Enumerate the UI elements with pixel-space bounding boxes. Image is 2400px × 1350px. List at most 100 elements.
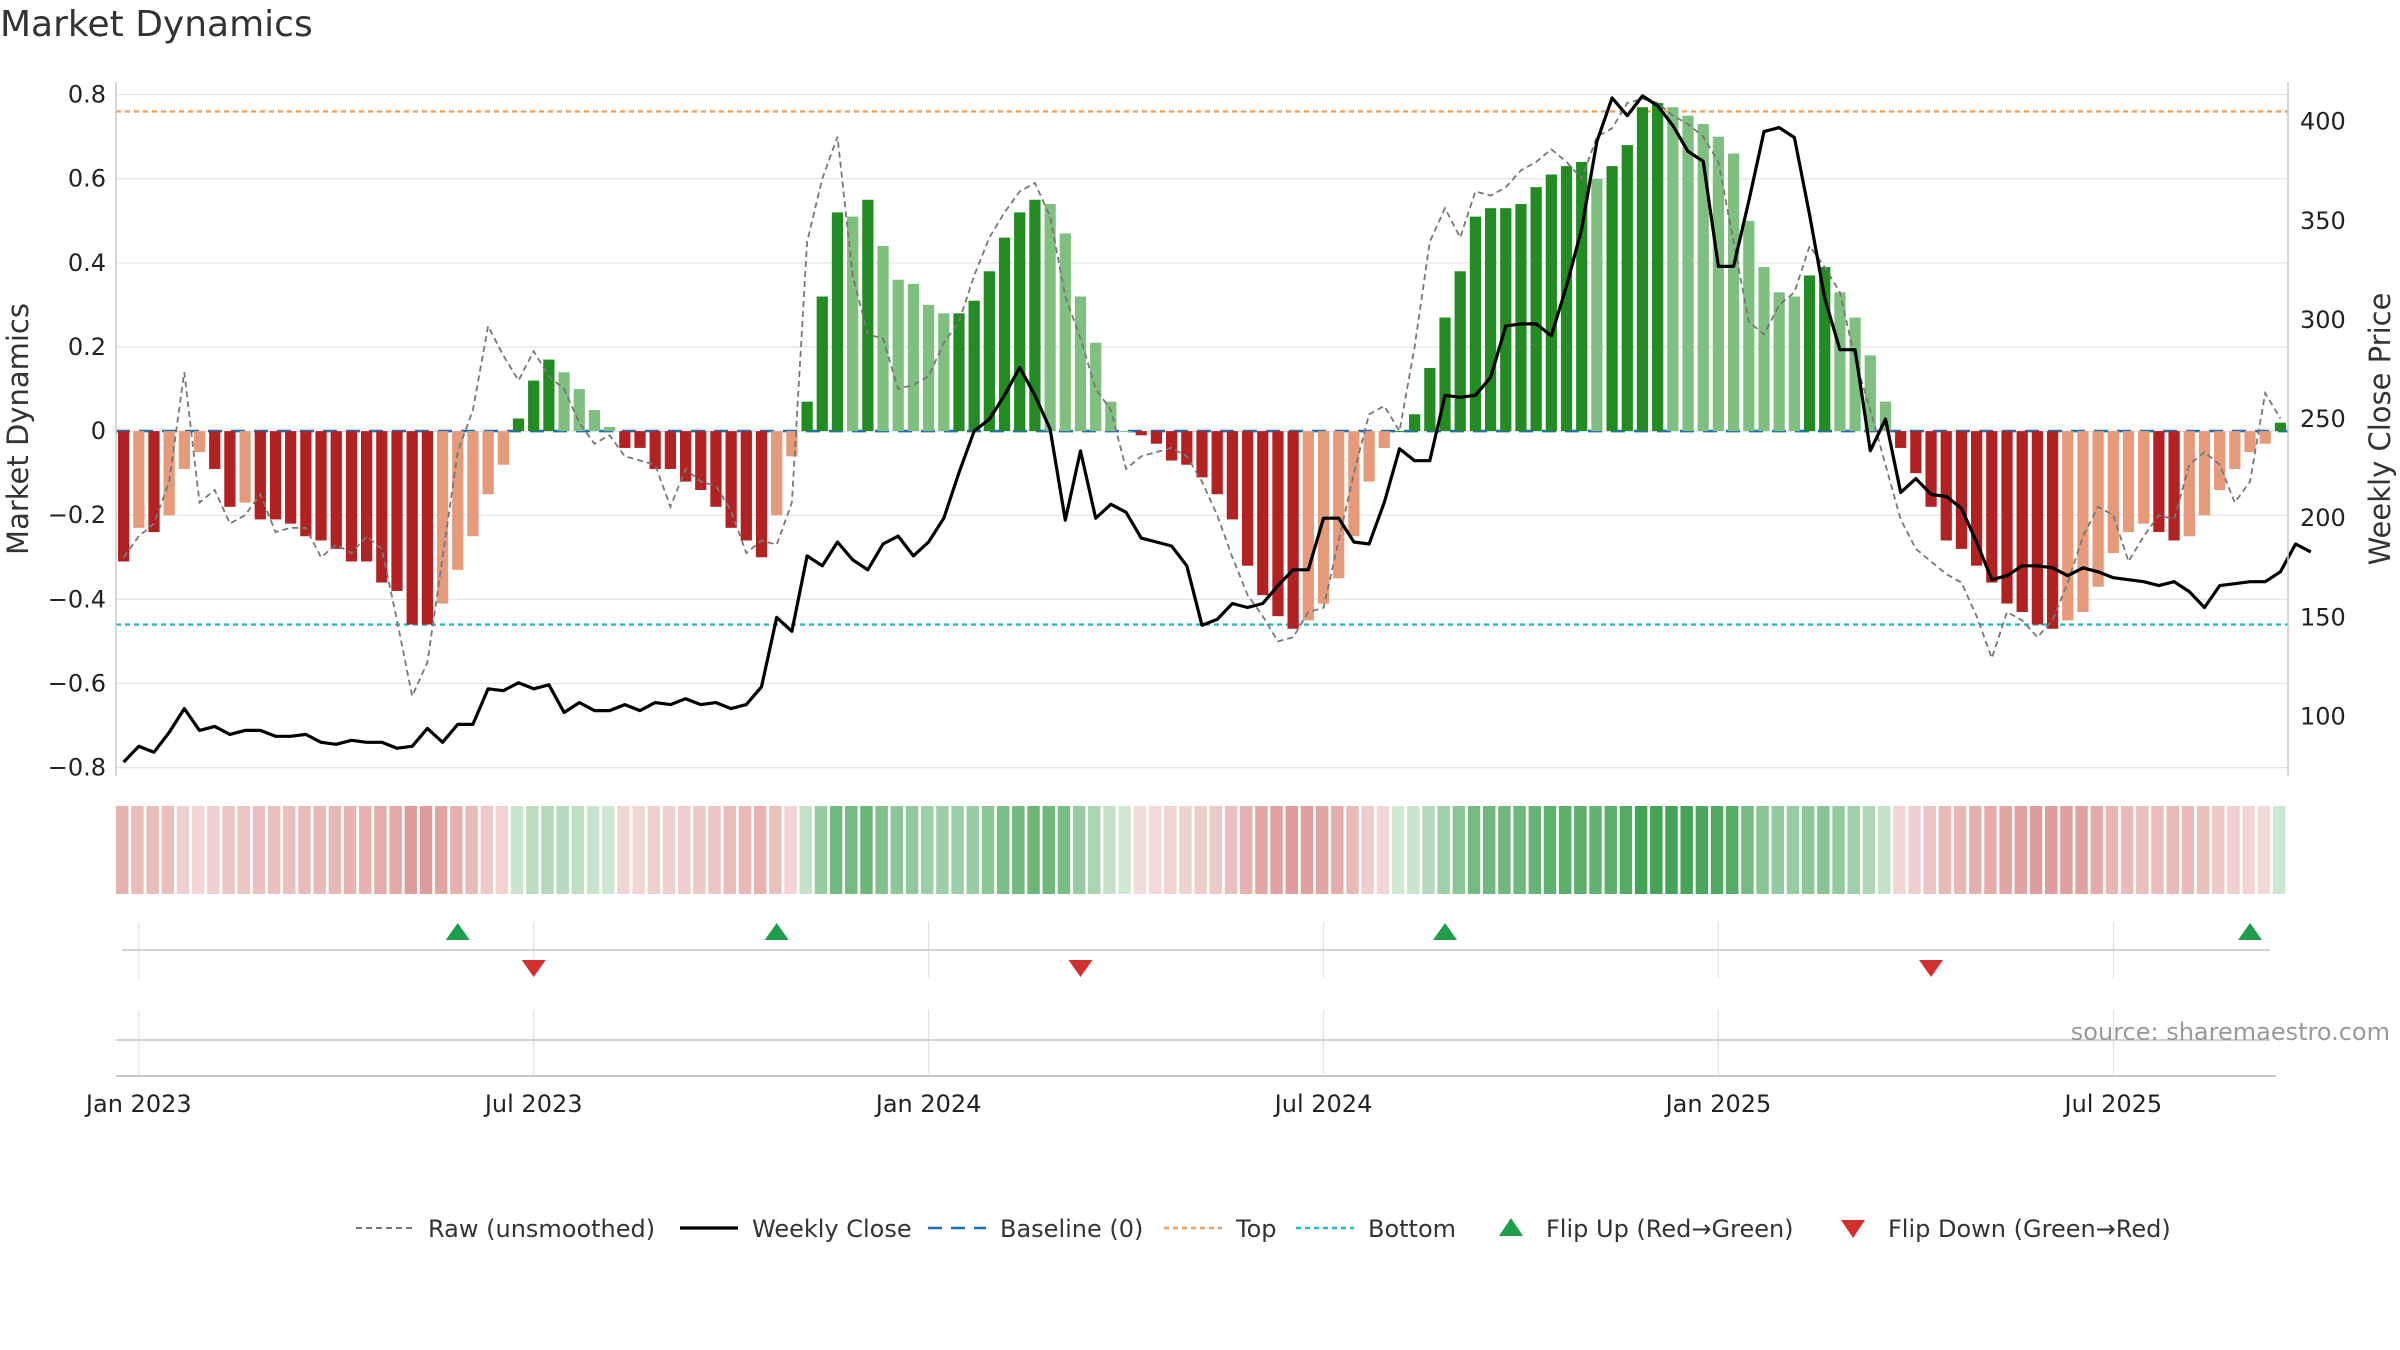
heat-cell (191, 806, 205, 894)
dynamics-bar (1014, 212, 1026, 432)
heat-cell (1164, 806, 1177, 894)
dynamics-bar (2016, 431, 2028, 612)
dynamics-bar (998, 237, 1011, 432)
heat-cell (1801, 806, 1815, 894)
heat-cell (1255, 806, 1268, 894)
dynamics-bar (1758, 267, 1770, 432)
heat-cell (1999, 806, 2012, 894)
dynamics-bar (1515, 203, 1527, 432)
dynamics-bar (2274, 422, 2287, 432)
y-tick-label: −0.6 (48, 669, 106, 697)
dynamics-bar (224, 431, 236, 507)
raw-unsmoothed-line (122, 97, 2282, 700)
heat-cell (617, 806, 630, 894)
dynamics-bar (1484, 208, 1497, 432)
heat-cell (1862, 806, 1876, 894)
dynamics-bar (2092, 431, 2104, 587)
dynamics-bar (1621, 145, 1633, 432)
heat-cell (1817, 806, 1830, 894)
dynamics-bar (695, 431, 707, 490)
legend-item: Flip Up (Red→Green) (1499, 1215, 1794, 1243)
heat-cell (267, 806, 281, 894)
heat-cell (495, 806, 509, 894)
heat-cell (1072, 806, 1086, 894)
heat-cell (1012, 806, 1025, 894)
heat-cell (1923, 806, 1936, 894)
dynamics-bar (1545, 174, 1557, 432)
dynamics-bar (2183, 431, 2195, 537)
heat-cell (2212, 806, 2225, 894)
heat-cell (814, 806, 828, 894)
heat-cell (586, 806, 600, 894)
heat-cell (1027, 806, 1040, 894)
dynamics-bar (1591, 178, 1603, 432)
dynamics-bar (907, 283, 920, 432)
heat-cell (419, 806, 433, 894)
heat-cell (1756, 806, 1769, 894)
dynamics-bar (1348, 431, 1360, 537)
dynamics-bar (1424, 368, 1436, 432)
heat-cell (1650, 806, 1663, 894)
flip-up-marker (764, 923, 789, 940)
dynamics-bar (2153, 431, 2165, 533)
dynamics-bar (497, 431, 509, 465)
heat-cell (921, 806, 934, 894)
dynamics-bar (178, 431, 190, 469)
heat-cell (1194, 806, 1207, 894)
dynamics-bar (1257, 431, 1269, 596)
heat-cell (1361, 806, 1374, 894)
dynamics-bar (953, 313, 965, 432)
legend-swatch-flip-down (1841, 1220, 1865, 1238)
dynamics-bar (604, 426, 616, 432)
heat-cell (1710, 806, 1724, 894)
dynamics-bar (2214, 431, 2226, 490)
heat-cell (2075, 806, 2088, 894)
flip-up-marker (445, 923, 470, 940)
dynamics-bar (1226, 431, 1238, 520)
dynamics-bar (1150, 431, 1163, 444)
heat-cell (328, 806, 342, 894)
legend-item: Bottom (1296, 1215, 1456, 1243)
heat-cell (1513, 806, 1526, 894)
dynamics-bar (421, 431, 433, 625)
y-tick-label: 0.4 (68, 249, 106, 277)
legend-label: Flip Down (Green→Red) (1888, 1215, 2171, 1243)
dynamics-bar (209, 431, 221, 469)
heat-cell (359, 806, 372, 894)
dynamics-bar (2122, 431, 2135, 533)
dynamics-bar (588, 410, 601, 432)
heat-cell (860, 806, 873, 894)
dynamics-bar (983, 271, 995, 432)
dynamics-bar (1864, 355, 1876, 432)
heat-cell (677, 806, 691, 894)
dynamics-bar (285, 431, 297, 524)
dynamics-bar (619, 431, 631, 448)
x-tick-label: Jan 2023 (84, 1090, 192, 1118)
dynamics-bar (2062, 431, 2074, 621)
heat-cell (556, 806, 569, 894)
heat-cell (1953, 806, 1967, 894)
dynamics-bar (1135, 431, 1147, 436)
heat-cell (2105, 806, 2119, 894)
dynamics-bar (1743, 220, 1755, 432)
dynamics-bar (2168, 431, 2180, 541)
dynamics-bar (1606, 166, 1618, 432)
y-tick-label: −0.8 (48, 754, 106, 782)
x-tick-label: Jul 2023 (483, 1090, 583, 1118)
flip-down-marker (1068, 960, 1093, 977)
heat-cell (1315, 806, 1329, 894)
dynamics-bar (2107, 431, 2119, 554)
heat-cell (313, 806, 326, 894)
dynamics-bar (755, 431, 768, 558)
heat-cell (1558, 806, 1572, 894)
chart-title: Market Dynamics (0, 4, 313, 45)
dynamics-bar (2259, 431, 2271, 444)
heat-cell (1088, 806, 1101, 894)
dynamics-bar (1469, 216, 1482, 432)
heat-cell (647, 806, 661, 894)
dynamics-bar (679, 431, 692, 482)
heat-cell (222, 806, 235, 894)
heat-cell (1300, 806, 1314, 894)
heat-cell (662, 806, 676, 894)
dynamics-bar (2229, 431, 2241, 469)
